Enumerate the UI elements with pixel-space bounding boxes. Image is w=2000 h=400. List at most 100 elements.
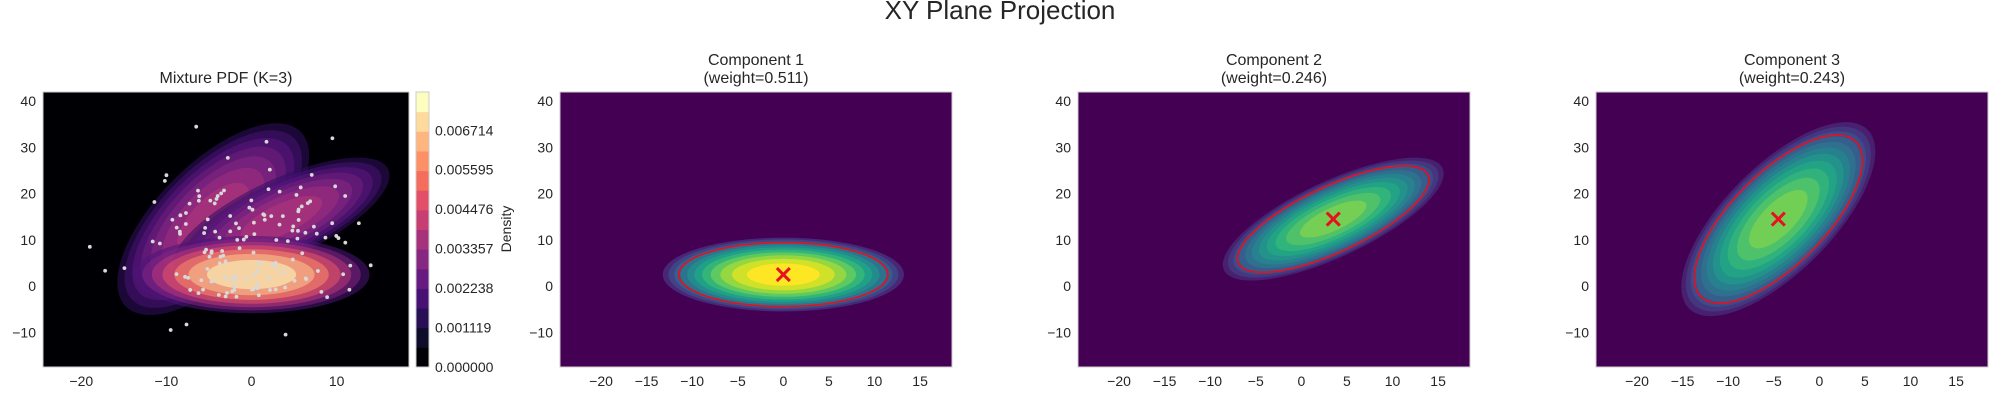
data-point: [225, 291, 229, 295]
data-point: [228, 214, 233, 218]
data-point: [217, 235, 222, 240]
colorbar-tick-label: 0.006714: [435, 122, 494, 138]
data-point: [205, 217, 210, 222]
data-point: [211, 279, 216, 283]
colorbar-tick-label: 0.002238: [435, 280, 494, 296]
y-tick-label: 0: [1581, 278, 1589, 294]
panel-3: −20 −15 −10 −5 0 5 10 15 −10 0 10 20 30 40 Component 2…: [1047, 52, 1471, 389]
x-tick-label: −15: [635, 373, 659, 389]
data-point: [267, 276, 271, 281]
mean-marker-stroke: [1770, 211, 1786, 227]
colorbar-segment: [416, 327, 429, 348]
plot-area: [560, 92, 952, 367]
colorbar-segment: [416, 308, 429, 329]
x-tick-label: −20: [1625, 373, 1649, 389]
data-point: [208, 198, 213, 203]
data-point: [213, 229, 218, 234]
data-point: [356, 221, 361, 226]
data-point: [277, 222, 282, 227]
colorbar-segment: [416, 347, 429, 368]
x-tick-label: −5: [1248, 373, 1264, 389]
mean-marker-stroke: [1325, 211, 1341, 227]
y-tick-label: 30: [1573, 139, 1589, 155]
x-tick-label: −5: [1766, 373, 1782, 389]
mean-marker: [775, 267, 791, 283]
data-point: [314, 231, 319, 236]
data-point: [223, 276, 228, 281]
data-point: [196, 188, 200, 193]
colorbar-tick-label: 0.005595: [435, 162, 494, 178]
data-point: [244, 234, 249, 239]
data-point: [266, 187, 271, 192]
data-point: [296, 218, 301, 222]
mean-marker: [1770, 211, 1786, 227]
data-point: [325, 295, 330, 300]
data-point: [348, 263, 353, 268]
data-point: [316, 269, 320, 273]
plot-area: [43, 92, 409, 367]
data-point: [254, 281, 259, 286]
colorbar-segment: [416, 131, 429, 152]
y-tick-label: 30: [1055, 139, 1071, 155]
data-point: [283, 285, 288, 290]
data-point: [233, 274, 237, 279]
colorbar-tick-label: 0.003357: [435, 241, 494, 257]
data-point: [249, 198, 254, 203]
data-point: [237, 246, 242, 251]
data-point: [157, 241, 162, 246]
data-point: [341, 272, 346, 277]
data-point: [122, 266, 127, 271]
data-point: [296, 207, 301, 212]
y-tick-label: 10: [1055, 232, 1071, 248]
y-tick-label: 40: [1055, 93, 1071, 109]
data-point: [282, 270, 286, 275]
confidence-ellipse: [1236, 165, 1430, 274]
data-point: [168, 328, 173, 332]
data-point: [219, 191, 224, 196]
y-tick-label: −10: [529, 324, 553, 340]
x-tick-label: 15: [1948, 373, 1964, 389]
x-tick-label: −5: [730, 373, 746, 389]
data-point: [296, 228, 300, 233]
data-point: [152, 200, 157, 204]
data-point: [274, 265, 279, 270]
x-tick-label: 0: [248, 373, 256, 389]
data-point: [164, 173, 169, 178]
axes-frame: [1595, 91, 1989, 368]
data-point: [220, 249, 225, 253]
plot-area: [1078, 92, 1470, 367]
data-point: [187, 201, 192, 206]
data-point: [214, 197, 219, 201]
data-point: [304, 277, 309, 282]
data-point: [201, 287, 205, 292]
data-point: [202, 231, 207, 235]
data-point: [256, 260, 261, 265]
data-point: [247, 205, 252, 210]
data-point: [162, 178, 167, 183]
y-tick-label: 0: [545, 278, 553, 294]
colorbar-segment: [416, 111, 429, 132]
data-point: [234, 294, 239, 299]
data-point: [218, 254, 223, 259]
data-point: [262, 217, 267, 222]
x-tick-label: −15: [1153, 373, 1177, 389]
y-tick-label: 0: [28, 278, 36, 294]
x-tick-label: −15: [1671, 373, 1695, 389]
y-tick-label: 10: [20, 232, 36, 248]
colorbar-segment: [416, 249, 429, 270]
colorbar-segment: [416, 190, 429, 211]
data-point: [250, 287, 254, 292]
x-tick-label: 10: [1903, 373, 1919, 389]
colorbar-tick-label: 0.001119: [435, 320, 492, 336]
axes-frame: [559, 91, 953, 368]
data-point: [252, 272, 257, 277]
panel-title: Component 1: [708, 52, 804, 69]
x-tick-label: 5: [825, 373, 833, 389]
data-point: [174, 225, 179, 230]
plot-area: [1596, 92, 1988, 367]
data-point: [178, 231, 182, 236]
data-point: [203, 225, 208, 230]
data-point: [343, 194, 348, 198]
y-tick-label: 20: [1573, 186, 1589, 202]
